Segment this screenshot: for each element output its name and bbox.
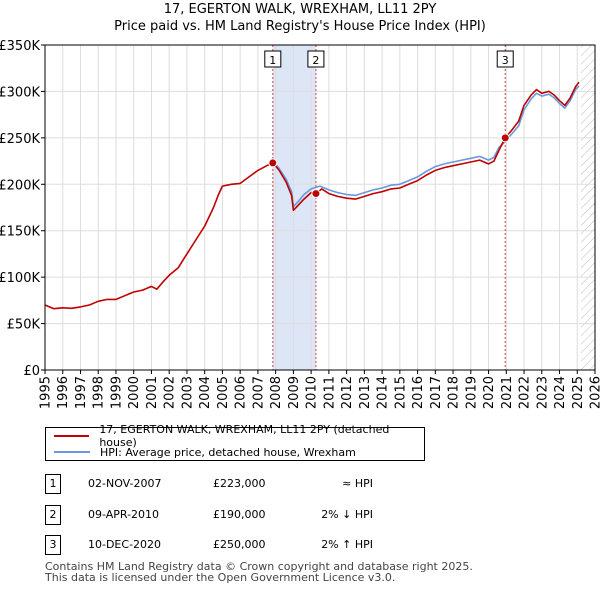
x-tick-label: 2011: [322, 376, 337, 409]
transaction-marker-box: [264, 50, 282, 68]
y-tick-label: £100K: [0, 271, 40, 286]
legend-item-price-paid: 17, EGERTON WALK, WREXHAM, LL11 2PY (det…: [54, 423, 424, 449]
x-tick-label: 1996: [56, 376, 71, 409]
x-tick-label: 2004: [198, 376, 213, 409]
transaction-point: [268, 158, 278, 168]
x-tick-label: 2020: [482, 376, 497, 409]
transaction-price: £190,000: [213, 508, 266, 521]
y-tick-label: £250K: [0, 132, 40, 147]
x-tick-label: 2019: [464, 376, 479, 409]
x-tick-label: 2012: [340, 376, 355, 409]
footer-line-copyright: Contains HM Land Registry data © Crown c…: [45, 560, 473, 573]
legend-label-price-paid: 17, EGERTON WALK, WREXHAM, LL11 2PY (det…: [99, 423, 390, 449]
chart-subtitle: Price paid vs. HM Land Registry's House …: [114, 19, 486, 34]
y-tick-label: £200K: [0, 178, 40, 193]
x-tick-label: 2008: [269, 376, 284, 409]
transaction-point: [311, 189, 321, 199]
legend-swatch-hpi: [54, 451, 90, 453]
transaction-number: 1: [45, 474, 61, 494]
footer-attribution: Contains HM Land Registry data © Crown c…: [45, 561, 473, 583]
x-tick-label: 2001: [145, 376, 160, 409]
legend-swatch-price-paid: [54, 435, 90, 437]
x-tick-label: 2022: [518, 376, 533, 409]
x-tick-label: 2013: [358, 376, 373, 409]
x-tick-label: 1995: [39, 376, 54, 409]
transaction-hpi-comparison: 2% ↓ HPI: [321, 508, 373, 521]
transaction-hpi-comparison: ≈ HPI: [342, 477, 373, 490]
x-tick-label: 1997: [74, 376, 89, 409]
legend-label-hpi: HPI: Average price, detached house, Wrex…: [100, 445, 356, 459]
x-tick-label: 1999: [109, 376, 124, 409]
transaction-hpi-comparison: 2% ↑ HPI: [321, 538, 373, 551]
series-line: [273, 85, 580, 208]
transaction-date: 02-NOV-2007: [88, 477, 162, 490]
x-tick-label: 2005: [216, 376, 231, 409]
x-tick-label: 2016: [411, 376, 426, 409]
transaction-number: 3: [45, 535, 61, 555]
transaction-price: £223,000: [213, 477, 266, 490]
x-tick-label: 2002: [163, 376, 178, 409]
y-tick-label: £50K: [7, 318, 41, 333]
x-tick-label: 2021: [500, 376, 515, 409]
x-tick-label: 2000: [127, 376, 142, 409]
x-tick-label: 1998: [92, 376, 107, 409]
x-tick-label: 2003: [180, 376, 195, 409]
x-tick-label: 2024: [553, 376, 568, 409]
x-tick-label: 2018: [447, 376, 462, 409]
x-tick-label: 2007: [251, 376, 266, 409]
transaction-price: £250,000: [213, 538, 266, 551]
future-hatch-region: [580, 45, 595, 370]
shaded-region: [272, 45, 316, 370]
plot-frame: [44, 44, 596, 371]
x-tick-label: 2017: [429, 376, 444, 409]
footer-line-licence: This data is licensed under the Open Gov…: [45, 571, 396, 584]
x-tick-label: 2023: [535, 376, 550, 409]
legend-item-hpi: HPI: Average price, detached house, Wrex…: [54, 444, 356, 460]
x-tick-label: 2014: [376, 376, 391, 409]
x-tick-label: 2026: [589, 376, 600, 409]
transaction-marker-label: 2: [312, 54, 319, 67]
transaction-point: [500, 133, 510, 143]
y-tick-label: £150K: [0, 225, 40, 240]
x-tick-label: 2006: [234, 376, 249, 409]
transaction-marker-label: 3: [502, 54, 509, 67]
plot-area: [45, 45, 595, 370]
x-tick-label: 2025: [571, 376, 586, 409]
y-tick-label: £0: [23, 364, 40, 379]
legend: 17, EGERTON WALK, WREXHAM, LL11 2PY (det…: [45, 423, 425, 461]
chart-title: 17, EGERTON WALK, WREXHAM, LL11 2PY: [163, 2, 437, 17]
x-tick-label: 2009: [287, 376, 302, 409]
y-tick-label: £350K: [0, 39, 40, 54]
x-tick-label: 2010: [305, 376, 320, 409]
transaction-number: 2: [45, 505, 61, 525]
price-chart: 1 2 3 1995 1996 1997 1998 1999 2000 2001 2002 2003…: [0, 39, 600, 409]
transaction-marker-box: [307, 50, 325, 68]
x-tick-label: 2015: [393, 376, 408, 409]
transaction-date: 10-DEC-2020: [88, 538, 162, 551]
transaction-marker-label: 1: [269, 54, 276, 67]
transaction-date: 09-APR-2010: [88, 508, 160, 521]
y-tick-label: £300K: [0, 85, 40, 100]
transaction-marker-box: [496, 50, 514, 68]
